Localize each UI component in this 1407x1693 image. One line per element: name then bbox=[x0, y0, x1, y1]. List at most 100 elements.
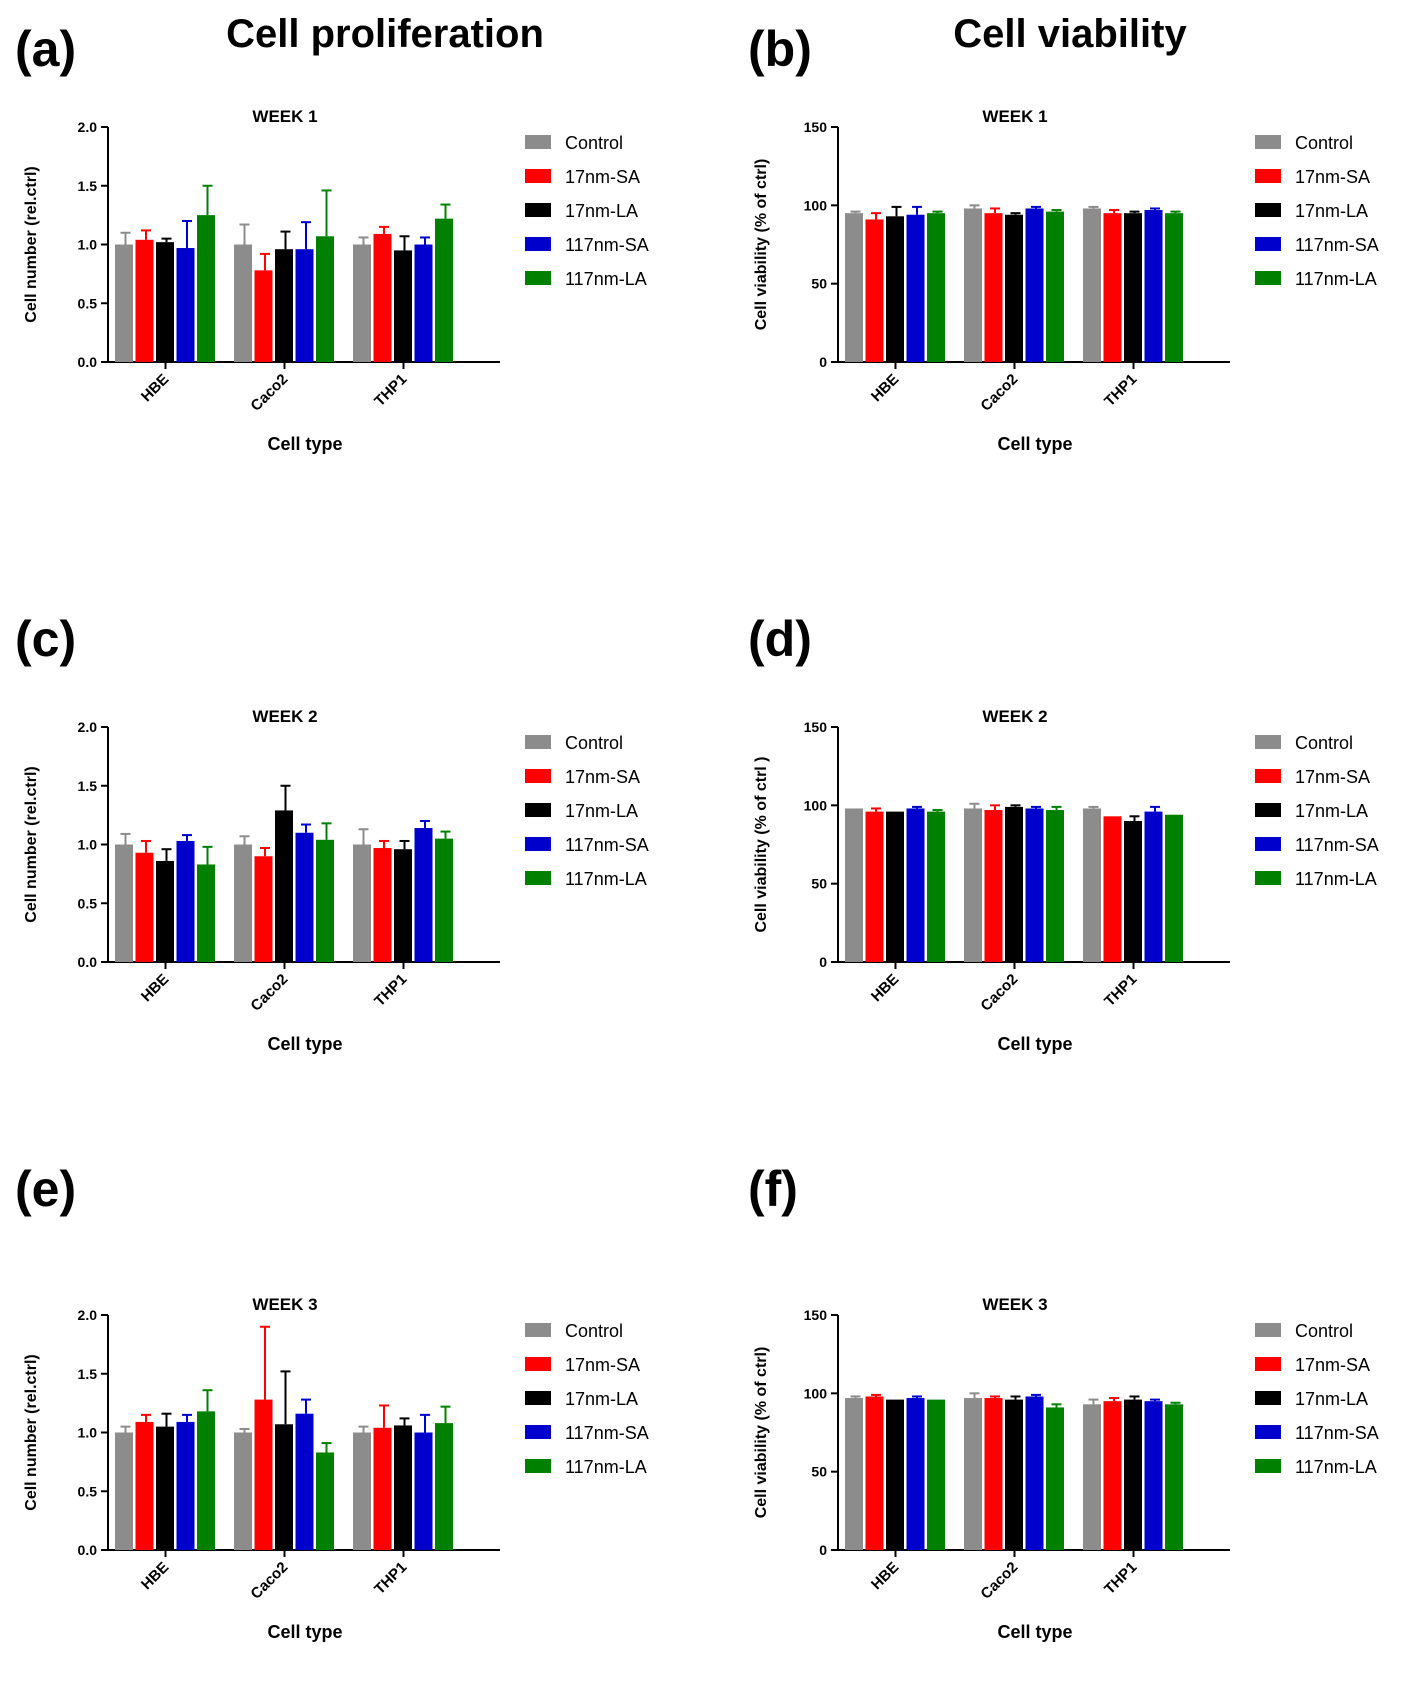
bar-117nm-la-hbe bbox=[197, 215, 215, 362]
legend-label-control: Control bbox=[1295, 133, 1353, 153]
legend-swatch-17nm-la bbox=[1255, 803, 1281, 817]
bar-17nm-la-thp1 bbox=[1124, 821, 1142, 962]
bar-control-caco2 bbox=[964, 208, 982, 362]
bar-17nm-sa-caco2 bbox=[254, 856, 273, 962]
x-tick-label: THP1 bbox=[1101, 371, 1140, 410]
y-tick-label: 150 bbox=[804, 719, 828, 735]
bar-17nm-sa-caco2 bbox=[254, 1399, 273, 1550]
y-tick-label: 0.5 bbox=[78, 895, 98, 911]
bar-17nm-sa-thp1 bbox=[373, 848, 392, 962]
y-tick-label: 0.0 bbox=[78, 1542, 98, 1558]
x-tick-label: THP1 bbox=[371, 971, 410, 1010]
legend-swatch-117nm-sa bbox=[525, 1425, 551, 1439]
y-tick-label: 0.0 bbox=[78, 954, 98, 970]
panel-label-a: (a) bbox=[15, 21, 77, 77]
bar-17nm-la-hbe bbox=[156, 860, 174, 962]
chart-c-week2-proliferation: WEEK 2 0.0 0.5 1.0 1.5 2.0 Cell number (rel.ct… bbox=[23, 707, 649, 1054]
bar-control-thp1 bbox=[1083, 208, 1101, 362]
bar-117nm-la-hbe bbox=[197, 1411, 215, 1550]
legend-swatch-control bbox=[525, 1323, 551, 1337]
y-tick-label: 1.0 bbox=[78, 837, 98, 853]
bar-117nm-la-thp1 bbox=[1165, 1404, 1183, 1550]
bar-17nm-sa-caco2 bbox=[984, 213, 1003, 362]
y-tick-label: 100 bbox=[804, 797, 828, 813]
legend-label-117nm-sa: 117nm-SA bbox=[565, 235, 649, 255]
chart-title: WEEK 2 bbox=[982, 707, 1047, 726]
bar-17nm-la-hbe bbox=[156, 242, 174, 362]
bar-17nm-la-caco2 bbox=[1005, 214, 1023, 362]
legend-swatch-117nm-sa bbox=[1255, 1425, 1281, 1439]
legend-swatch-17nm-sa bbox=[525, 169, 551, 183]
bar-control-thp1 bbox=[1083, 808, 1101, 962]
x-tick-label: HBE bbox=[138, 371, 172, 405]
bar-17nm-sa-hbe bbox=[865, 1396, 884, 1550]
legend-swatch-control bbox=[1255, 135, 1281, 149]
bar-control-hbe bbox=[115, 1432, 133, 1550]
chart-d-week2-viability: WEEK 2 0 50 100 150 Cell viability (% of ctrl… bbox=[753, 707, 1379, 1054]
bar-control-caco2 bbox=[964, 1398, 982, 1550]
x-tick-label: Caco2 bbox=[247, 371, 291, 415]
bar-117nm-la-caco2 bbox=[1046, 211, 1064, 362]
legend-swatch-17nm-la bbox=[525, 203, 551, 217]
bar-control-thp1 bbox=[353, 1432, 371, 1550]
y-tick-label: 1.0 bbox=[78, 237, 98, 253]
legend-label-17nm-sa: 17nm-SA bbox=[1295, 1355, 1370, 1375]
x-tick-label: THP1 bbox=[1101, 1559, 1140, 1598]
legend-label-17nm-sa: 17nm-SA bbox=[1295, 167, 1370, 187]
bar-117nm-la-caco2 bbox=[316, 839, 334, 962]
legend-swatch-117nm-la bbox=[1255, 871, 1281, 885]
bar-117nm-sa-caco2 bbox=[1025, 808, 1044, 962]
bar-17nm-sa-hbe bbox=[135, 1421, 154, 1550]
bar-control-caco2 bbox=[964, 808, 982, 962]
y-tick-label: 50 bbox=[811, 1464, 827, 1480]
bar-17nm-sa-caco2 bbox=[254, 270, 273, 362]
bar-117nm-sa-thp1 bbox=[1144, 210, 1163, 362]
chart-title: WEEK 1 bbox=[982, 107, 1047, 126]
bar-117nm-sa-hbe bbox=[906, 808, 925, 962]
legend-swatch-17nm-la bbox=[525, 803, 551, 817]
bar-17nm-la-hbe bbox=[886, 811, 904, 962]
panel-label-d: (d) bbox=[748, 611, 812, 667]
bar-17nm-la-thp1 bbox=[394, 250, 412, 362]
legend-swatch-117nm-la bbox=[525, 1459, 551, 1473]
legend-label-17nm-sa: 17nm-SA bbox=[1295, 767, 1370, 787]
x-tick-label: HBE bbox=[868, 371, 902, 405]
x-tick-label: HBE bbox=[138, 971, 172, 1005]
bar-17nm-la-thp1 bbox=[1124, 213, 1142, 362]
bar-17nm-sa-thp1 bbox=[373, 1427, 392, 1550]
legend-swatch-control bbox=[525, 135, 551, 149]
legend-label-117nm-sa: 117nm-SA bbox=[1295, 835, 1379, 855]
x-tick-label: Caco2 bbox=[977, 371, 1021, 415]
legend-swatch-17nm-sa bbox=[1255, 769, 1281, 783]
y-axis-label: Cell viability (% of ctrl) bbox=[753, 1347, 770, 1519]
bar-117nm-sa-thp1 bbox=[414, 828, 433, 962]
bar-117nm-la-thp1 bbox=[1165, 814, 1183, 962]
bar-17nm-la-caco2 bbox=[1005, 1399, 1023, 1550]
bar-117nm-sa-caco2 bbox=[295, 832, 314, 962]
y-tick-label: 100 bbox=[804, 197, 828, 213]
x-tick-label: HBE bbox=[138, 1559, 172, 1593]
x-tick-label: THP1 bbox=[371, 371, 410, 410]
y-tick-label: 2.0 bbox=[78, 719, 98, 735]
bar-control-thp1 bbox=[353, 844, 371, 962]
heading-cell-proliferation: Cell proliferation bbox=[226, 12, 544, 56]
chart-a-week1-proliferation: WEEK 1 0.0 0.5 1.0 1.5 2.0 Cell number (rel.ct… bbox=[23, 107, 649, 454]
legend-swatch-17nm-sa bbox=[525, 1357, 551, 1371]
y-tick-label: 0 bbox=[819, 1542, 827, 1558]
panel-label-c: (c) bbox=[15, 611, 77, 667]
bar-17nm-sa-hbe bbox=[135, 239, 154, 362]
legend-label-17nm-la: 17nm-LA bbox=[565, 201, 638, 221]
legend-label-117nm-la: 117nm-LA bbox=[1295, 869, 1377, 889]
bar-117nm-sa-caco2 bbox=[1025, 1396, 1044, 1550]
bar-117nm-sa-thp1 bbox=[1144, 811, 1163, 962]
bar-117nm-la-caco2 bbox=[316, 1452, 334, 1550]
legend-label-control: Control bbox=[565, 733, 623, 753]
x-axis-label: Cell type bbox=[267, 1034, 342, 1054]
bar-117nm-la-hbe bbox=[197, 864, 215, 962]
bar-117nm-la-caco2 bbox=[1046, 810, 1064, 962]
bar-control-hbe bbox=[115, 244, 133, 362]
bar-117nm-sa-hbe bbox=[176, 840, 195, 962]
legend-label-17nm-la: 17nm-LA bbox=[565, 1389, 638, 1409]
chart-title: WEEK 3 bbox=[982, 1295, 1047, 1314]
bar-control-caco2 bbox=[234, 1432, 252, 1550]
